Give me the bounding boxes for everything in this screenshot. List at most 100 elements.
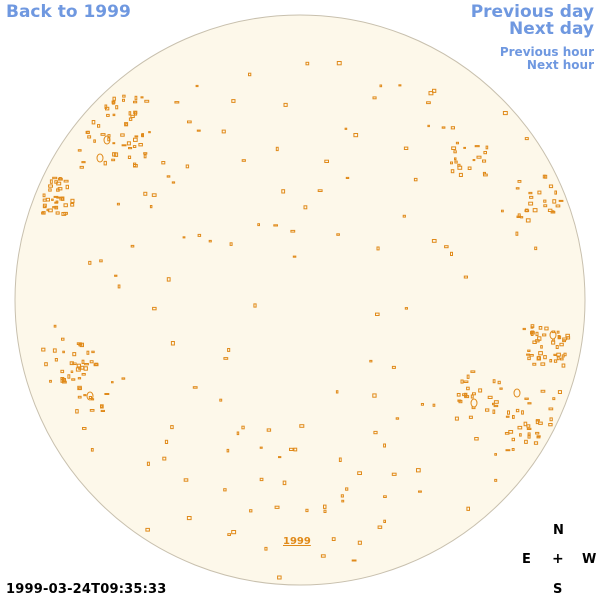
magnetic-contour [221,129,226,134]
magnetic-contour [535,331,539,337]
previous-hour-link[interactable]: Previous hour [499,45,594,59]
magnetic-contour [336,61,342,66]
magnetic-contour [114,274,118,277]
magnetic-contour [535,431,540,435]
magnetic-contour [54,358,58,362]
magnetic-contour [530,331,535,335]
magnetic-contour [516,215,521,219]
magnetic-contour [253,303,257,308]
magnetic-contour [56,181,62,186]
magnetic-contour [558,335,562,340]
magnetic-contour [143,191,148,196]
magnetic-contour [140,96,144,99]
magnetic-contour [453,150,457,154]
magnetic-contour [223,357,229,360]
magnetic-contour [146,461,150,466]
magnetic-contour [338,457,342,462]
magnetic-contour [281,189,286,194]
magnetic-contour [427,124,430,128]
magnetic-contour [556,352,561,357]
magnetic-contour [532,208,538,213]
magnetic-contour [492,409,496,414]
magnetic-contour [450,251,453,257]
magnetic-contour [231,530,237,535]
magnetic-contour [138,143,143,147]
magnetic-contour [241,159,246,162]
magnetic-contour [46,208,50,212]
magnetic-contour [487,395,493,399]
magnetic-contour [91,120,96,125]
magnetic-contour [533,441,539,445]
magnetic-contour [544,326,549,331]
magnetic-contour [517,180,522,183]
previous-day-link[interactable]: Previous day [470,2,594,22]
next-day-link[interactable]: Next day [509,19,594,39]
magnetic-contour [550,210,556,214]
magnetic-contour [164,439,169,444]
magnetic-contour [257,223,260,227]
magnetic-contour [492,402,495,406]
magnetic-contour [91,350,95,354]
magnetic-contour [166,175,171,178]
magnetic-contour [383,519,386,524]
magnetic-contour [134,135,139,138]
magnetic-contour [353,133,359,138]
magnetic-contour [72,352,77,357]
magnetic-contour [121,377,126,380]
magnetic-contour [134,95,138,101]
magnetic-contour [162,456,167,461]
magnetic-contour [537,355,541,360]
magnetic-contour [75,409,79,414]
magnetic-contour [104,393,110,395]
magnetic-contour [113,152,119,157]
magnetic-contour [524,439,528,444]
year-link[interactable]: 1999 [283,536,311,547]
magnetic-contour [454,157,457,161]
magnetic-contour [105,106,110,111]
next-hour-link[interactable]: Next hour [526,58,594,72]
magnetic-contour [100,133,106,136]
magnetic-contour [543,204,548,208]
magnetic-contour [81,373,86,376]
magnetic-contour [120,133,125,137]
magnetic-contour [90,448,94,452]
magnetic-contour [537,190,542,195]
magnetic-contour [375,312,380,317]
magnetic-contour [78,387,82,390]
magnetic-contour [559,342,564,347]
compass-east-label: E [522,552,531,567]
magnetic-contour [126,141,131,146]
magnetic-contour [404,307,408,310]
magnetic-contour [505,415,510,418]
magnetic-contour [259,477,264,482]
magnetic-contour [482,159,487,163]
magnetic-contour [273,224,278,227]
magnetic-contour [133,100,138,104]
magnetic-contour [463,146,466,149]
magnetic-contour [466,386,470,391]
magnetic-contour [553,359,558,363]
magnetic-contour [133,164,138,168]
magnetic-contour [528,191,533,195]
magnetic-contour [340,494,344,498]
magnetic-contour [41,347,46,352]
magnetic-contour [532,362,537,366]
magnetic-contour [275,146,279,152]
magnetic-contour [527,432,531,437]
magnetic-contour [470,398,478,408]
magnetic-contour [450,169,455,174]
back-to-year-link[interactable]: Back to 1999 [6,2,131,22]
magnetic-contour [391,472,397,476]
magnetic-contour [48,188,52,192]
magnetic-contour [86,130,90,135]
magnetic-contour [170,425,174,430]
magnetic-contour [143,152,148,155]
magnetic-contour [517,213,521,218]
magnetic-contour [458,399,463,404]
magnetic-contour [444,245,449,249]
magnetic-contour [89,409,95,412]
magnetic-contour [292,255,297,258]
magnetic-contour [524,137,529,141]
magnetic-contour [111,100,116,104]
magnetic-contour [133,110,138,115]
